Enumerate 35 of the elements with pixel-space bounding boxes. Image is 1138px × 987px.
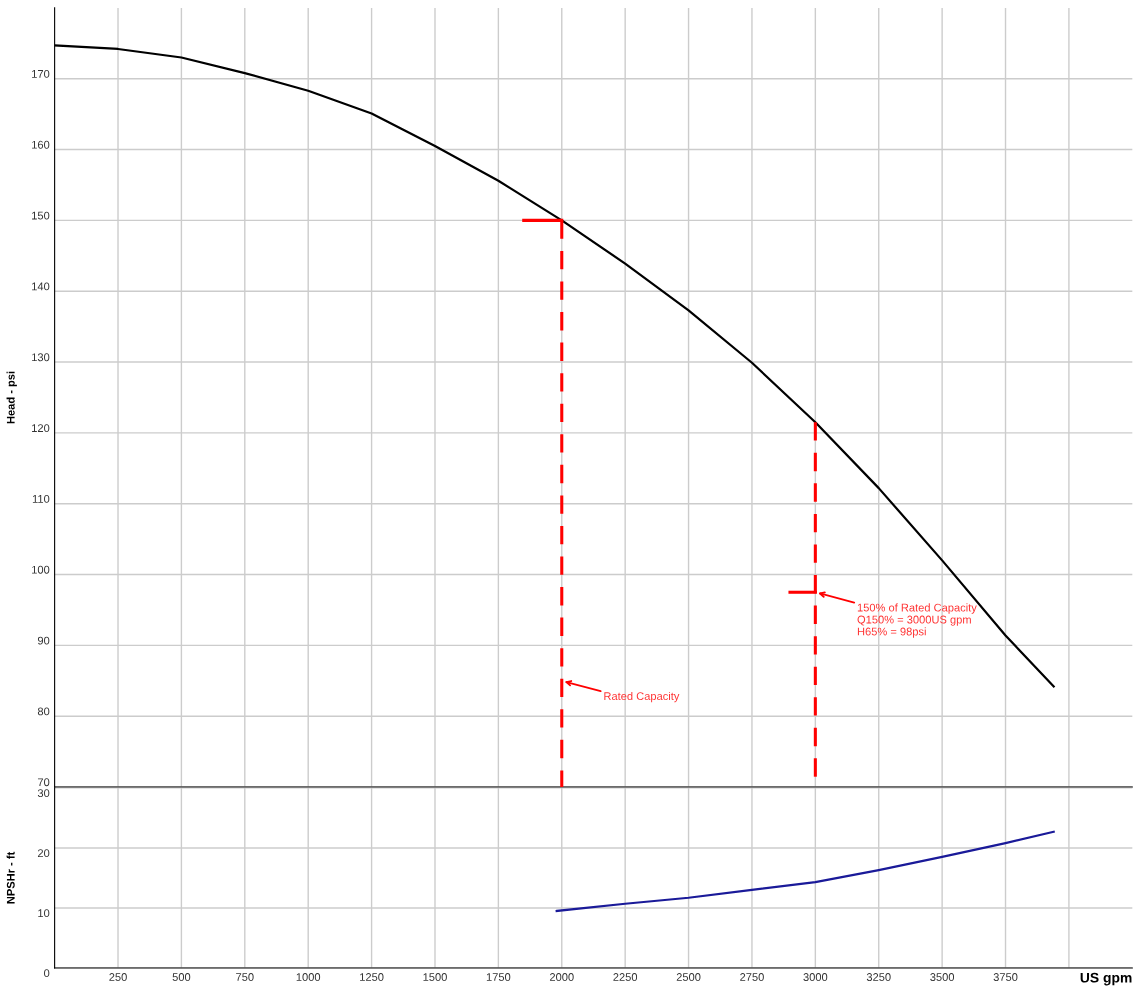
x-tick-label: 2750 xyxy=(740,973,764,981)
x-tick-label: 250 xyxy=(109,973,127,981)
y-tick-label: 20 xyxy=(37,849,50,858)
x-tick-label: 3500 xyxy=(930,973,955,981)
x-tick-label: 500 xyxy=(172,973,191,981)
y-axis-title: NPSHr - ft xyxy=(6,851,15,904)
y-tick-label: 170 xyxy=(32,69,50,78)
y-tick-label: 70 xyxy=(37,778,50,787)
x-tick-label: 2250 xyxy=(613,973,638,981)
y-tick-label: 150 xyxy=(32,211,50,220)
y-tick-label: 100 xyxy=(32,565,50,574)
x-tick-label: 3250 xyxy=(866,973,891,981)
x-tick-label: 3000 xyxy=(803,973,828,981)
x-tick-label: 1250 xyxy=(360,973,384,981)
y-tick-label: 130 xyxy=(32,353,50,362)
x-tick-label: 2500 xyxy=(676,973,701,981)
x-tick-label: 1500 xyxy=(423,973,447,981)
y-tick-label: 140 xyxy=(32,282,50,291)
x-tick-label: 2000 xyxy=(549,973,574,981)
x-tick-label: 1750 xyxy=(486,973,511,981)
x-axis-title: US gpm xyxy=(1080,972,1132,986)
y-tick-label: 0 xyxy=(44,969,50,978)
x-tick-label: 1000 xyxy=(296,973,321,981)
y-tick-label: 10 xyxy=(38,909,50,918)
x-tick-label: 3750 xyxy=(993,973,1018,981)
y-tick-label: 30 xyxy=(37,789,50,798)
y-tick-label: 120 xyxy=(32,424,50,433)
y-tick-label: 80 xyxy=(37,707,50,716)
x-tick-label: 750 xyxy=(236,973,254,981)
y-axis-title: Head - psi xyxy=(6,371,17,424)
y-tick-label: 110 xyxy=(32,494,50,503)
y-tick-label: 90 xyxy=(37,636,50,645)
y-tick-label: 160 xyxy=(32,140,50,149)
annotation: Rated Capacity xyxy=(604,691,680,703)
annotation: 150% of Rated Capacity Q150% = 3000US gpm H65% = 98psi xyxy=(857,603,977,638)
